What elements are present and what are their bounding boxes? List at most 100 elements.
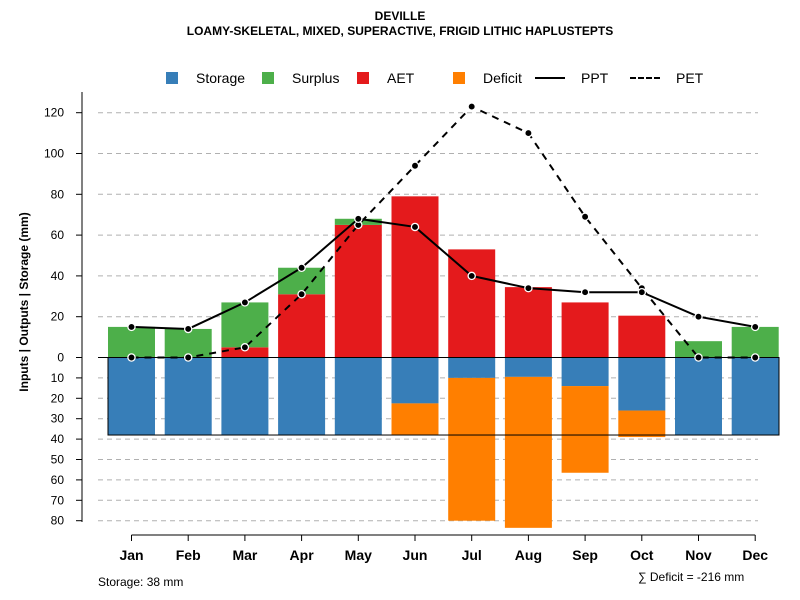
pet-line-point bbox=[694, 353, 703, 362]
deficit-bar bbox=[618, 410, 666, 438]
storage-bar bbox=[618, 357, 666, 411]
surplus-bar bbox=[675, 341, 722, 358]
storage-bar bbox=[561, 357, 609, 387]
legend-pet: PET bbox=[630, 70, 703, 86]
x-tick-label: Jul bbox=[462, 547, 482, 563]
storage-bar bbox=[675, 357, 722, 436]
y-tick-label: 120 bbox=[44, 106, 64, 120]
x-tick-label: Aug bbox=[515, 547, 542, 563]
y-axis-label: Inputs | Outputs | Storage (mm) bbox=[17, 212, 31, 391]
storage-bar bbox=[164, 357, 212, 436]
ppt-line-point bbox=[637, 287, 647, 297]
y-tick-label: 50 bbox=[51, 453, 65, 467]
storage-bar bbox=[731, 357, 779, 436]
deficit-footer: ∑ Deficit = -216 mm bbox=[638, 570, 745, 584]
aet-bar bbox=[618, 315, 666, 358]
ppt-line-point bbox=[524, 283, 533, 293]
legend-label-ppt: PPT bbox=[581, 70, 609, 86]
ppt-line-point bbox=[297, 263, 306, 272]
legend-storage: Storage bbox=[166, 70, 245, 86]
storage-bar bbox=[278, 357, 326, 436]
aet-bar bbox=[448, 249, 496, 358]
legend-ppt: PPT bbox=[535, 70, 608, 86]
aet-bar bbox=[391, 196, 439, 358]
pet-line-point bbox=[750, 353, 760, 362]
ppt-line-point bbox=[694, 312, 703, 321]
legend-label-deficit: Deficit bbox=[483, 70, 522, 86]
storage-bar bbox=[504, 357, 552, 377]
legend-line-ppt bbox=[535, 77, 565, 79]
y-tick-label: 100 bbox=[44, 147, 64, 161]
y-tick-label: 30 bbox=[51, 412, 65, 426]
storage-footer: Storage: 38 mm bbox=[98, 575, 184, 589]
legend-label-storage: Storage bbox=[196, 70, 246, 86]
x-tick-label: Oct bbox=[630, 547, 654, 563]
y-tick-label: 40 bbox=[51, 269, 65, 283]
deficit-bar bbox=[448, 377, 496, 521]
legend-line-pet bbox=[630, 77, 660, 79]
deficit-bar bbox=[561, 386, 609, 473]
pet-line-point bbox=[127, 353, 136, 362]
aet-bar bbox=[561, 302, 609, 358]
ppt-line-point bbox=[467, 271, 476, 281]
pet-line bbox=[131, 105, 756, 359]
storage-bar bbox=[391, 357, 439, 404]
x-tick-label: Dec bbox=[742, 547, 768, 563]
pet-line-point bbox=[580, 212, 590, 221]
surplus-bar bbox=[164, 328, 212, 358]
y-tick-label: 20 bbox=[51, 391, 65, 405]
storage-capacity-box bbox=[107, 357, 780, 436]
legend-swatch-storage bbox=[166, 72, 178, 84]
chart-title: DEVILLE bbox=[374, 9, 426, 23]
x-tick-label: Apr bbox=[290, 547, 315, 563]
x-tick-label: May bbox=[345, 547, 372, 563]
y-tick-label: 70 bbox=[51, 493, 65, 507]
aet-bar bbox=[504, 287, 552, 358]
x-tick-label: Feb bbox=[176, 547, 201, 563]
y-tick-label: 10 bbox=[51, 371, 65, 385]
deficit-bar bbox=[504, 376, 552, 528]
pet-line-point bbox=[240, 343, 250, 352]
legend-swatch-aet bbox=[357, 72, 369, 84]
ppt-line-point bbox=[240, 298, 250, 307]
surplus-bar bbox=[108, 326, 155, 358]
ppt-line-point bbox=[183, 324, 193, 334]
x-tick-label: Nov bbox=[685, 547, 712, 563]
legend-swatch-surplus bbox=[262, 72, 274, 84]
legend: Storage Surplus AET Deficit PPT PET bbox=[0, 70, 800, 90]
pet-line-point bbox=[183, 353, 193, 362]
y-tick-label: 80 bbox=[51, 514, 65, 528]
surplus-bar bbox=[278, 267, 326, 295]
y-tick-label: 80 bbox=[51, 187, 65, 201]
y-tick-label: 40 bbox=[51, 432, 65, 446]
x-tick-label: Jun bbox=[403, 547, 428, 563]
surplus-bar bbox=[731, 326, 779, 358]
y-tick-label: 20 bbox=[51, 310, 65, 324]
deficit-bar bbox=[391, 403, 439, 436]
legend-deficit: Deficit bbox=[453, 70, 522, 86]
legend-label-pet: PET bbox=[676, 70, 704, 86]
ppt-line-point bbox=[127, 322, 136, 332]
legend-label-aet: AET bbox=[387, 70, 415, 86]
storage-bar bbox=[448, 357, 496, 378]
pet-line-point bbox=[297, 290, 306, 299]
ppt-line-point bbox=[580, 287, 590, 297]
x-tick-label: Sep bbox=[572, 547, 598, 563]
storage-bar bbox=[221, 357, 269, 436]
x-tick-label: Mar bbox=[232, 547, 257, 563]
legend-aet: AET bbox=[357, 70, 414, 86]
y-tick-label: 60 bbox=[51, 228, 65, 242]
legend-label-surplus: Surplus bbox=[292, 70, 340, 86]
ppt-line-point bbox=[750, 322, 760, 332]
storage-bar bbox=[334, 357, 382, 436]
aet-bar bbox=[221, 347, 269, 358]
pet-line-point bbox=[467, 102, 476, 111]
ppt-line-point bbox=[410, 222, 420, 232]
legend-swatch-deficit bbox=[453, 72, 465, 84]
ppt-line bbox=[131, 217, 756, 330]
chart-subtitle: LOAMY-SKELETAL, MIXED, SUPERACTIVE, FRIG… bbox=[186, 24, 614, 38]
pet-line-point bbox=[524, 128, 533, 138]
y-tick-label: 60 bbox=[51, 473, 65, 487]
aet-bar bbox=[334, 224, 382, 358]
